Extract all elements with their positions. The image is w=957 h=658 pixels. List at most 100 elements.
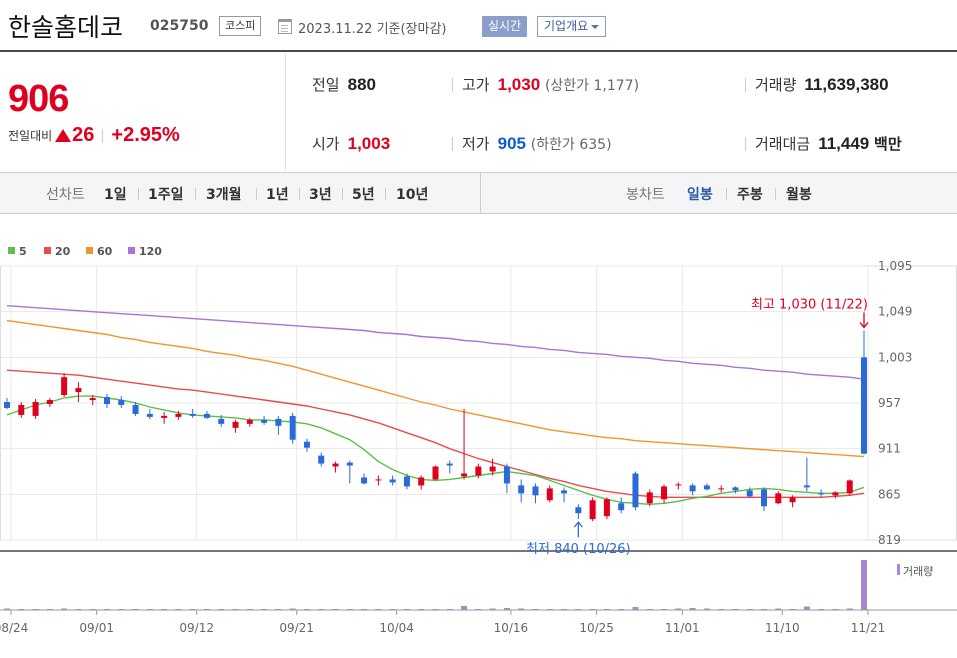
candle: [746, 487, 753, 499]
stock-code: 025750: [150, 18, 209, 34]
candle-body: [761, 489, 768, 507]
candle-body: [318, 455, 325, 464]
candle: [803, 457, 810, 492]
x-tick-label: 10/16: [494, 621, 529, 635]
amount-label: 거래대금: [755, 135, 811, 153]
amount-value: 11,449: [818, 134, 870, 153]
candle-body: [289, 415, 296, 440]
tab-1y[interactable]: 1년: [266, 187, 289, 203]
candle-body: [546, 488, 553, 501]
volume-bar: [61, 608, 68, 610]
candle-body: [203, 413, 210, 418]
candle: [203, 410, 210, 419]
volume-label: 거래량: [755, 76, 797, 94]
candle-body: [189, 413, 196, 416]
candle: [575, 504, 582, 520]
upper-limit-value: 1,177: [593, 78, 634, 94]
candle: [232, 419, 239, 433]
open-value: 1,003: [347, 134, 391, 153]
legend-label-5: 5: [19, 245, 27, 258]
divider: [385, 188, 386, 200]
ma60-line: [6, 319, 865, 458]
candle-body: [432, 466, 439, 480]
candle-body: [775, 493, 782, 504]
volume-bar: [461, 606, 468, 610]
candle: [18, 402, 25, 418]
lower-limit: (하한가 635): [530, 137, 612, 153]
candle: [246, 417, 253, 427]
open-stat: 시가 1,003: [312, 133, 390, 154]
high-value: 1,030: [497, 75, 541, 94]
candle: [503, 463, 510, 494]
tab-5y[interactable]: 5년: [352, 187, 375, 203]
change-rate: +2.95%: [111, 124, 180, 146]
y-tick-label: 911: [878, 442, 901, 456]
candle: [46, 398, 53, 407]
volume-bar: [518, 608, 525, 610]
candle-body: [818, 493, 825, 495]
candle: [89, 395, 96, 405]
candle-body: [603, 499, 610, 517]
legend-swatch-60: [86, 247, 93, 254]
candle: [61, 373, 68, 398]
prev-close-value: 880: [347, 75, 376, 94]
tab-3y[interactable]: 3년: [309, 187, 332, 203]
candle: [846, 479, 853, 496]
candle: [646, 489, 653, 507]
legend-swatch-120: [128, 247, 135, 254]
chart-tab-bar: 선차트 1일 1주일 3개월 1년 3년 5년 10년 봉차트 일봉 주봉 월봉: [0, 172, 957, 214]
x-tick-label: 11/01: [665, 621, 700, 635]
realtime-button[interactable]: 실시간: [482, 16, 528, 37]
tab-10y[interactable]: 10년: [396, 187, 429, 203]
y-tick-label: 1,049: [878, 305, 912, 319]
candle-body: [46, 400, 53, 404]
tab-daily[interactable]: 일봉: [687, 187, 713, 203]
x-tick-label: 08/24: [0, 621, 28, 635]
candle-body: [75, 388, 82, 393]
y-tick-label: 1,003: [878, 350, 912, 364]
divider: [299, 188, 300, 200]
company-name: 한솔홈데코: [8, 13, 124, 42]
candle: [175, 410, 182, 420]
candle: [318, 452, 325, 467]
as-of-date: 2023.11.22 기준(장마감): [298, 22, 447, 37]
low-stat: 저가 905 (하한가 635): [462, 133, 612, 154]
tab-3m[interactable]: 3개월: [206, 187, 242, 203]
price-box: 906 전일대비 26 +2.95%: [0, 54, 286, 170]
candle: [332, 461, 339, 473]
volume-chart: 거래량: [4, 560, 933, 610]
tab-1d[interactable]: 1일: [104, 187, 127, 203]
y-tick-label: 865: [878, 487, 901, 501]
line-chart-heading: 선차트: [46, 187, 85, 203]
candle: [761, 487, 768, 512]
candle: [361, 473, 368, 485]
market-badge: 코스피: [219, 16, 262, 36]
candle-body: [532, 486, 539, 496]
company-overview-button[interactable]: 기업개요: [537, 16, 607, 37]
tab-weekly[interactable]: 주봉: [737, 187, 763, 203]
volume-bar: [775, 608, 782, 610]
lower-limit-label: 하한가: [536, 137, 575, 153]
candle-body: [218, 418, 225, 424]
x-axis: 08/24 09/01 09/12 09/21 10/04 10/16 10/25 11/01…: [0, 609, 957, 635]
candle-body: [132, 404, 139, 414]
candle-body: [61, 377, 68, 396]
high-arrow-icon: [859, 312, 869, 329]
candle-body: [518, 485, 525, 494]
lower-limit-value: 635: [579, 137, 607, 153]
candle-body: [846, 480, 853, 494]
divider: [775, 188, 776, 200]
candle-body: [703, 485, 710, 490]
candle: [461, 408, 468, 480]
x-tick-label: 10/04: [379, 621, 414, 635]
tab-monthly[interactable]: 월봉: [786, 187, 812, 203]
candle: [532, 483, 539, 504]
amount-unit: 백만: [874, 136, 902, 153]
legend-swatch-5: [8, 247, 15, 254]
x-tick-label: 11/10: [765, 621, 800, 635]
tab-1w[interactable]: 1주일: [148, 187, 184, 203]
candle-body: [489, 466, 496, 472]
low-arrow-icon: [573, 521, 583, 538]
candle-body: [261, 419, 268, 423]
candle: [661, 484, 668, 504]
